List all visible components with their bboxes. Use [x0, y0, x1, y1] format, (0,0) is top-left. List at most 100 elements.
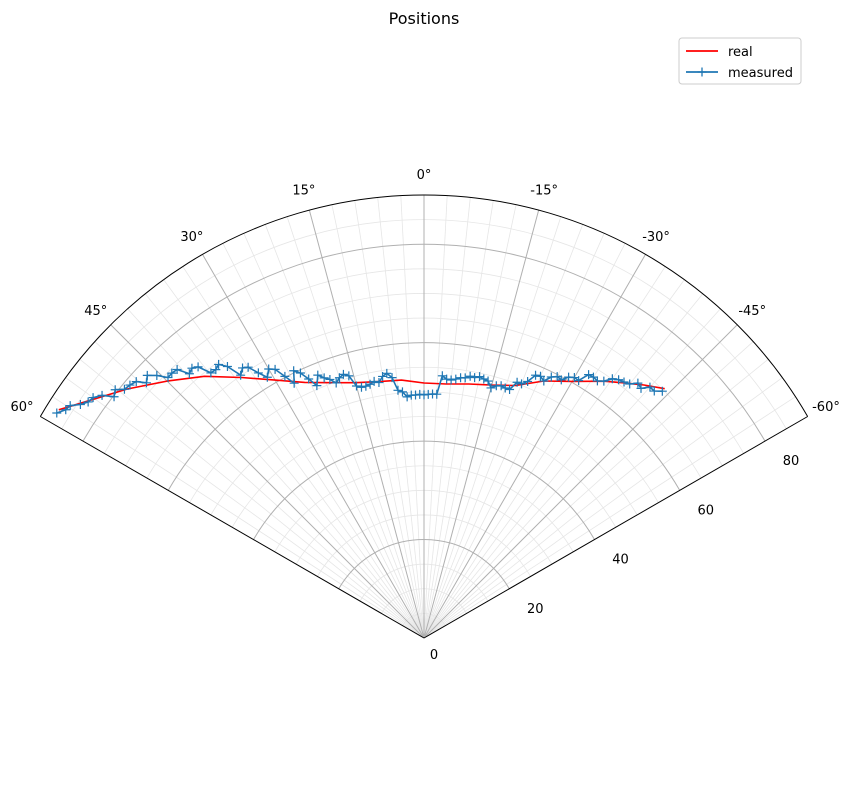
- data-point-measured: [193, 362, 203, 372]
- major-gridlines: [82, 195, 766, 639]
- data-point-measured: [65, 401, 75, 411]
- radial-tick-label: 0: [430, 648, 438, 663]
- theta-tick-labels: 60° 45° 30° 15° 0° -15° -30° -45° -60°: [10, 168, 839, 415]
- major-spoke: [110, 324, 425, 639]
- data-point-measured: [512, 377, 522, 387]
- radial-tick-label: 80: [783, 454, 800, 469]
- data-point-measured: [393, 385, 403, 395]
- data-point-measured: [657, 386, 667, 396]
- polar-frame: [39, 194, 809, 639]
- series-layer: [52, 359, 667, 418]
- data-point-measured: [236, 370, 246, 380]
- theta-tick-label: 45°: [84, 304, 107, 319]
- data-point-measured: [211, 365, 221, 375]
- major-spoke: [423, 254, 646, 639]
- theta-tick-label: 60°: [10, 400, 33, 415]
- minor-gridlines: [52, 195, 796, 639]
- data-point-measured: [446, 375, 456, 385]
- major-arc: [167, 342, 681, 491]
- data-point-measured: [109, 392, 119, 402]
- major-arc: [82, 243, 766, 442]
- major-spoke: [423, 209, 540, 639]
- data-point-measured: [312, 381, 322, 391]
- data-point-measured: [636, 383, 646, 393]
- data-point-measured: [451, 374, 461, 384]
- data-point-measured: [486, 383, 496, 393]
- data-point-measured: [382, 368, 392, 378]
- radial-tick-labels: 0 20 40 60 80: [430, 454, 799, 663]
- data-point-measured: [496, 381, 506, 391]
- data-point-measured: [142, 370, 152, 380]
- data-point-measured: [645, 382, 655, 392]
- data-point-measured: [344, 371, 354, 381]
- data-point-measured: [539, 376, 549, 386]
- data-point-measured: [633, 378, 643, 388]
- frame-arc: [39, 194, 809, 417]
- data-point-measured: [243, 362, 253, 372]
- data-point-measured: [325, 374, 335, 384]
- data-point-measured: [402, 392, 412, 402]
- data-point-measured: [397, 387, 407, 397]
- theta-tick-label: 15°: [292, 184, 315, 199]
- data-point-measured: [614, 375, 624, 385]
- data-point-measured: [331, 378, 341, 388]
- data-point-measured: [61, 405, 71, 415]
- data-point-measured: [172, 365, 182, 375]
- data-point-measured: [125, 380, 135, 390]
- frame-edge: [40, 416, 425, 639]
- data-point-measured: [119, 384, 129, 394]
- data-point-measured: [619, 377, 629, 387]
- data-point-measured: [369, 376, 379, 386]
- data-point-measured: [214, 359, 224, 369]
- data-point-measured: [167, 368, 177, 378]
- radial-tick-label: 40: [612, 553, 629, 568]
- major-spoke: [423, 324, 738, 639]
- data-point-measured: [187, 363, 197, 373]
- data-point-measured: [262, 372, 272, 382]
- data-point-measured: [505, 384, 515, 394]
- data-point-measured: [465, 371, 475, 381]
- data-point-measured: [374, 378, 384, 388]
- major-spoke: [202, 254, 425, 639]
- data-point-measured: [500, 383, 510, 393]
- data-point-measured: [289, 366, 299, 376]
- data-point-measured: [163, 373, 173, 382]
- legend-label-real: real: [728, 45, 753, 60]
- data-point-measured: [536, 371, 546, 381]
- data-point-measured: [479, 374, 489, 384]
- legend-marker-measured: [697, 67, 707, 77]
- data-point-measured: [432, 389, 442, 399]
- major-arc: [253, 440, 595, 540]
- data-point-measured: [523, 377, 533, 387]
- theta-tick-label: 0°: [417, 168, 432, 183]
- data-point-measured: [304, 374, 314, 384]
- data-point-measured: [460, 373, 470, 383]
- data-point-measured: [588, 372, 598, 382]
- data-point-measured: [253, 368, 263, 378]
- data-point-measured: [517, 379, 527, 389]
- frame-edge: [423, 416, 808, 639]
- data-point-measured: [110, 385, 120, 395]
- theta-tick-label: -15°: [530, 184, 558, 199]
- radial-tick-label: 20: [527, 602, 544, 617]
- major-arc: [338, 539, 510, 590]
- data-point-measured: [351, 381, 361, 391]
- data-point-measured: [222, 361, 232, 371]
- data-point-measured: [280, 371, 290, 381]
- data-point-measured: [470, 373, 480, 383]
- data-point-measured: [599, 376, 609, 386]
- data-point-measured: [270, 364, 280, 374]
- data-point-measured: [531, 370, 541, 380]
- series-line-real: [58, 375, 665, 411]
- theta-tick-label: -45°: [738, 304, 766, 319]
- data-point-measured: [75, 399, 85, 409]
- data-point-measured: [607, 374, 617, 384]
- data-point-measured: [97, 390, 107, 400]
- data-point-measured: [556, 375, 566, 385]
- data-point-measured: [483, 376, 493, 386]
- data-point-measured: [206, 368, 216, 378]
- data-point-measured: [649, 386, 659, 396]
- major-spoke: [308, 209, 425, 639]
- data-point-measured: [52, 408, 62, 418]
